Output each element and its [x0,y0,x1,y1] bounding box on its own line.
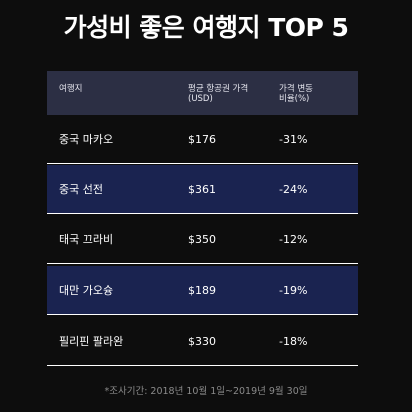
fare-cell: $330 [188,335,216,348]
header-destination: 여행지 [59,84,83,94]
header-average-fare-line1: 평균 항공권 가격 [188,84,249,94]
table-row: 중국 마카오 $176 -31% [47,115,358,164]
header-price-change-line2: 비율(%) [279,94,310,104]
table-row: 중국 선전 $361 -24% [47,165,358,214]
destination-cell: 중국 마카오 [59,133,114,146]
page-title: 가성비 좋은 여행지 TOP 5 [63,13,349,42]
table-row: 대만 가오슝 $189 -19% [47,266,358,315]
destination-cell: 태국 끄라비 [59,233,114,246]
fare-cell: $176 [188,133,216,146]
header-average-fare: 평균 항공권 가격 (USD) [188,84,268,104]
change-cell: -24% [279,183,308,196]
table-header: 여행지 평균 항공권 가격 (USD) 가격 변동 비율(%) [47,71,358,115]
destination-cell: 필리핀 팔라완 [59,335,124,348]
table-row: 필리핀 팔라완 $330 -18% [47,317,358,366]
change-cell: -31% [279,133,308,146]
change-cell: -19% [279,284,308,297]
header-average-fare-line2: (USD) [188,94,213,104]
header-price-change: 가격 변동 비율(%) [279,84,339,104]
destinations-table: 여행지 평균 항공권 가격 (USD) 가격 변동 비율(%) 중국 마카오 $… [47,71,358,367]
destination-cell: 대만 가오슝 [59,284,114,297]
destination-cell: 중국 선전 [59,183,103,196]
table-row: 태국 끄라비 $350 -12% [47,215,358,264]
fare-cell: $189 [188,284,216,297]
change-cell: -18% [279,335,308,348]
survey-period-footnote: *조사기간: 2018년 10월 1일~2019년 9월 30일 [104,386,308,397]
fare-cell: $350 [188,233,216,246]
fare-cell: $361 [188,183,216,196]
change-cell: -12% [279,233,308,246]
header-price-change-line1: 가격 변동 [279,84,313,94]
